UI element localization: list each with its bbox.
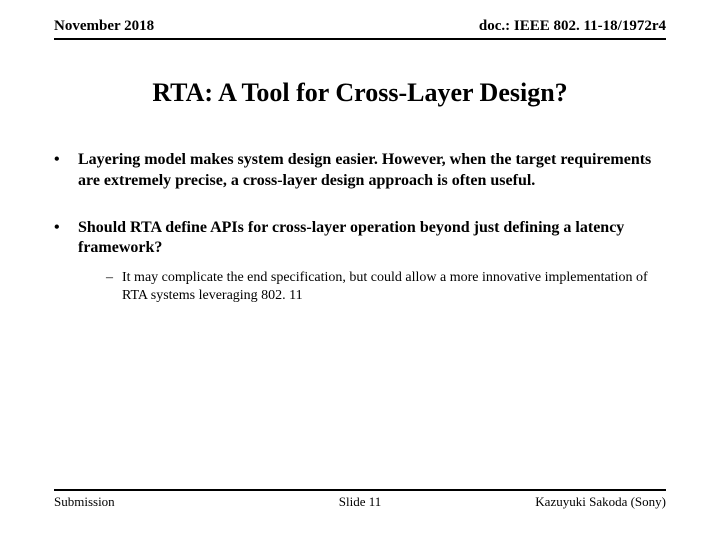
bullet-item: • Layering model makes system design eas… (54, 150, 666, 192)
bullet-main-text: Should RTA define APIs for cross-layer o… (78, 219, 624, 257)
sub-text: It may complicate the end specification,… (122, 269, 666, 304)
footer-right: Kazuyuki Sakoda (Sony) (535, 494, 666, 510)
sub-item: – It may complicate the end specificatio… (106, 269, 666, 304)
page-title: RTA: A Tool for Cross-Layer Design? (0, 78, 720, 108)
header-date: November 2018 (54, 18, 154, 35)
dash-marker: – (106, 269, 122, 304)
footer-left: Submission (54, 494, 115, 510)
bullet-text: Should RTA define APIs for cross-layer o… (78, 218, 666, 305)
header-docid: doc.: IEEE 802. 11-18/1972r4 (479, 18, 666, 35)
footer-center: Slide 11 (339, 494, 382, 510)
footer: Submission Slide 11 Kazuyuki Sakoda (Son… (54, 489, 666, 510)
bullet-marker: • (54, 150, 78, 192)
bullet-marker: • (54, 218, 78, 305)
header: November 2018 doc.: IEEE 802. 11-18/1972… (54, 18, 666, 40)
content-area: • Layering model makes system design eas… (54, 150, 666, 330)
bullet-text: Layering model makes system design easie… (78, 150, 666, 192)
bullet-item: • Should RTA define APIs for cross-layer… (54, 218, 666, 305)
